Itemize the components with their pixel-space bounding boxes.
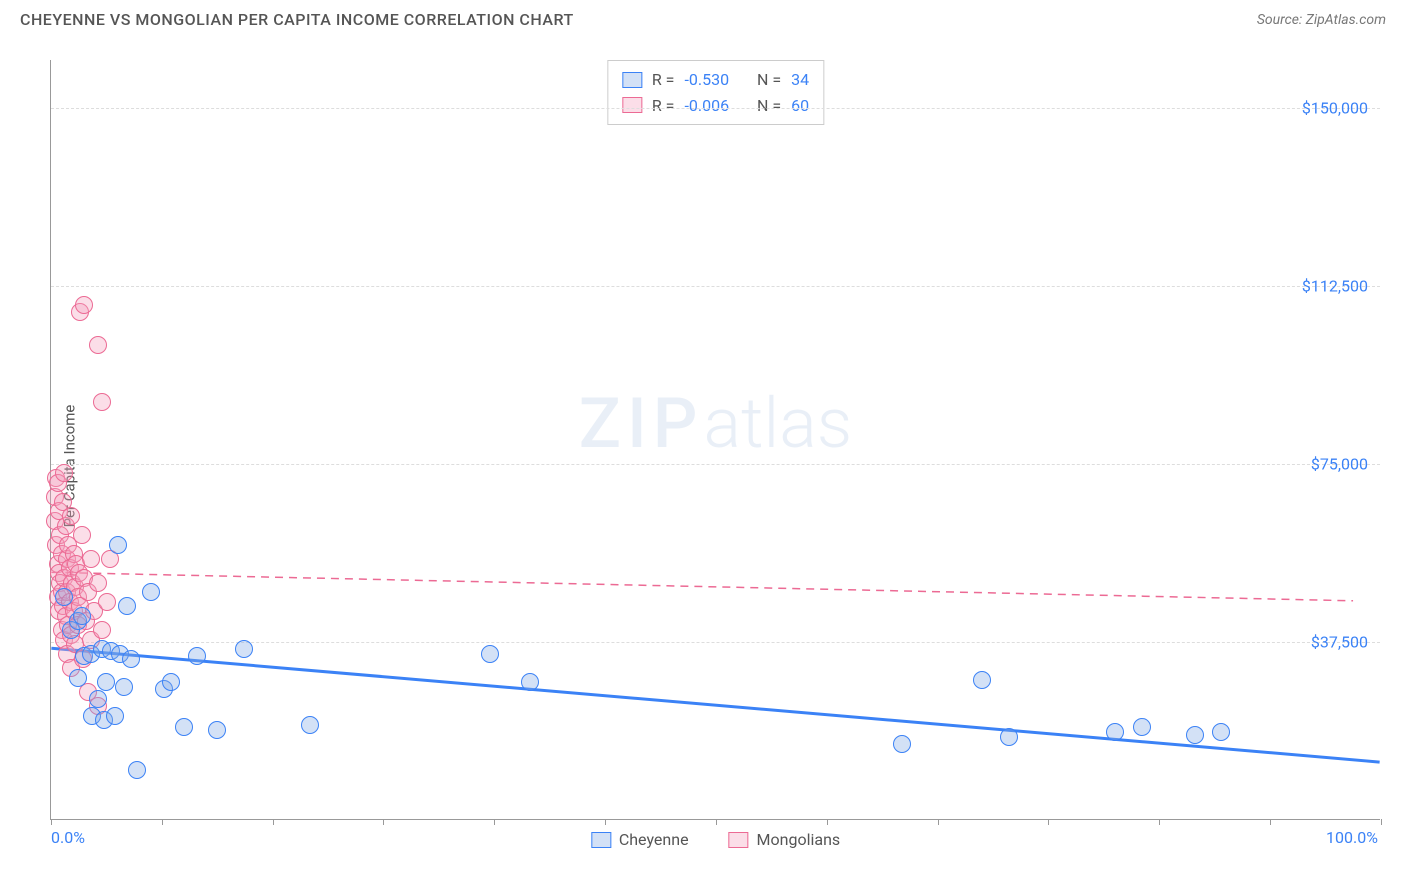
ytick-label: $112,500 xyxy=(1302,276,1368,295)
data-point xyxy=(208,721,226,739)
data-point xyxy=(521,673,539,691)
data-point xyxy=(89,336,107,354)
legend-item-cheyenne: Cheyenne xyxy=(591,830,689,849)
r-value-mongolians: -0.006 xyxy=(684,93,729,119)
watermark: ZIPatlas xyxy=(579,383,853,465)
gridline xyxy=(51,464,1380,465)
data-point xyxy=(97,673,115,691)
data-point xyxy=(235,640,253,658)
data-point xyxy=(55,464,73,482)
data-point xyxy=(1212,723,1230,741)
xtick-mark xyxy=(605,819,606,825)
legend-swatch-cheyenne xyxy=(591,832,611,848)
data-point xyxy=(69,669,87,687)
gridline xyxy=(51,286,1380,287)
xtick-mark xyxy=(1270,819,1271,825)
xtick-mark xyxy=(716,819,717,825)
trend-lines xyxy=(51,60,1380,819)
chart-container: Per Capita Income ZIPatlas R = -0.530 N … xyxy=(0,40,1406,892)
xtick-mark xyxy=(162,819,163,825)
data-point xyxy=(1186,726,1204,744)
swatch-mongolians xyxy=(622,97,642,113)
data-point xyxy=(93,621,111,639)
legend-label-mongolians: Mongolians xyxy=(757,830,841,849)
xtick-mark xyxy=(827,819,828,825)
xtick-mark xyxy=(494,819,495,825)
data-point xyxy=(481,645,499,663)
r-label: R = xyxy=(652,93,675,119)
xtick-label: 0.0% xyxy=(51,828,85,847)
gridline xyxy=(51,108,1380,109)
xtick-mark xyxy=(51,819,52,825)
data-point xyxy=(115,678,133,696)
data-point xyxy=(73,526,91,544)
data-point xyxy=(75,296,93,314)
legend-swatch-mongolians xyxy=(729,832,749,848)
data-point xyxy=(98,593,116,611)
xtick-mark xyxy=(273,819,274,825)
data-point xyxy=(1106,723,1124,741)
xtick-label: 100.0% xyxy=(1326,828,1378,847)
xtick-mark xyxy=(938,819,939,825)
xtick-mark xyxy=(1159,819,1160,825)
data-point xyxy=(893,735,911,753)
trend-line xyxy=(51,648,1379,762)
legend-label-cheyenne: Cheyenne xyxy=(619,830,689,849)
data-point xyxy=(301,716,319,734)
chart-title: CHEYENNE VS MONGOLIAN PER CAPITA INCOME … xyxy=(20,10,574,29)
data-point xyxy=(128,761,146,779)
data-point xyxy=(62,507,80,525)
n-value-cheyenne: 34 xyxy=(791,67,809,93)
r-label: R = xyxy=(652,67,675,93)
n-value-mongolians: 60 xyxy=(791,93,809,119)
data-point xyxy=(89,690,107,708)
data-point xyxy=(1000,728,1018,746)
legend: Cheyenne Mongolians xyxy=(591,830,840,849)
source-label: Source: ZipAtlas.com xyxy=(1257,12,1386,28)
n-label: N = xyxy=(757,67,781,93)
legend-item-mongolians: Mongolians xyxy=(729,830,841,849)
stats-box: R = -0.530 N = 34 R = -0.006 N = 60 xyxy=(607,60,824,125)
data-point xyxy=(973,671,991,689)
n-label: N = xyxy=(757,93,781,119)
data-point xyxy=(82,550,100,568)
data-point xyxy=(175,718,193,736)
trend-line xyxy=(51,572,1353,600)
xtick-mark xyxy=(1048,819,1049,825)
data-point xyxy=(89,574,107,592)
data-point xyxy=(93,393,111,411)
data-point xyxy=(162,673,180,691)
ytick-label: $150,000 xyxy=(1302,98,1368,117)
xtick-mark xyxy=(1381,819,1382,825)
stats-row-cheyenne: R = -0.530 N = 34 xyxy=(622,67,809,93)
stats-row-mongolians: R = -0.006 N = 60 xyxy=(622,93,809,119)
plot-area: ZIPatlas R = -0.530 N = 34 R = -0.006 N … xyxy=(50,60,1380,820)
ytick-label: $37,500 xyxy=(1311,632,1368,651)
data-point xyxy=(188,647,206,665)
data-point xyxy=(1133,718,1151,736)
data-point xyxy=(106,707,124,725)
data-point xyxy=(73,607,91,625)
data-point xyxy=(122,650,140,668)
r-value-cheyenne: -0.530 xyxy=(684,67,729,93)
data-point xyxy=(142,583,160,601)
swatch-cheyenne xyxy=(622,72,642,88)
data-point xyxy=(118,597,136,615)
xtick-mark xyxy=(383,819,384,825)
data-point xyxy=(55,588,73,606)
ytick-label: $75,000 xyxy=(1311,454,1368,473)
data-point xyxy=(109,536,127,554)
